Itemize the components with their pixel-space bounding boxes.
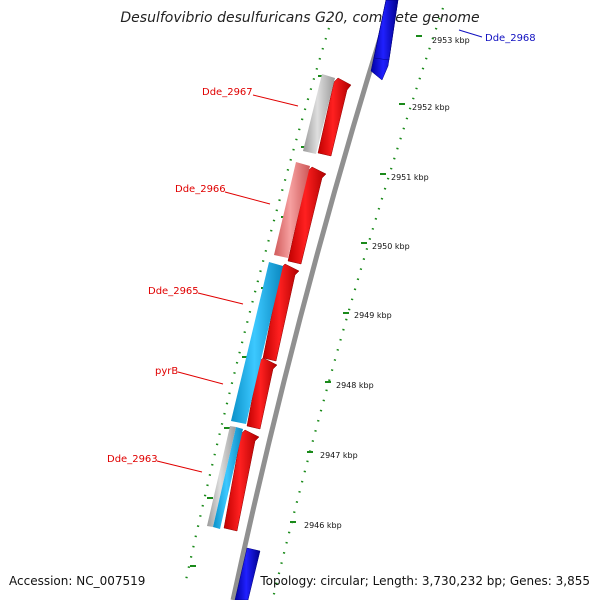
outer-track-ticks [290,35,422,523]
gene-next-reverse[interactable] [234,547,261,600]
kbp-label: 2947 kbp [320,451,358,460]
gene-label-leaders [156,29,483,473]
cog-bar-dde-2966 [274,162,310,258]
cog-category-bars [207,74,335,529]
kbp-label: 2950 kbp [372,242,410,251]
outer-dotted-track [271,7,445,599]
gene-label-dde-2968[interactable]: Dde_2968 [485,33,536,44]
gene-dde-2968-reverse[interactable] [370,0,399,81]
kbp-label: 2948 kbp [336,381,374,390]
cog-bar-dde-2965 [231,262,283,424]
kbp-label: 2953 kbp [432,36,470,45]
gene-label-dde-2963[interactable]: Dde_2963 [107,454,158,465]
cog-bar-dde-2963-cyan [213,427,243,529]
kbp-label: 2946 kbp [304,521,342,530]
reverse-strand-genes [234,0,399,600]
kbp-label: 2952 kbp [412,103,450,112]
genome-summary-text: Topology: circular; Length: 3,730,232 bp… [260,574,590,588]
accession-text: Accession: NC_007519 [9,574,146,588]
genome-backbone [230,0,395,600]
cog-bar-dde-2963-grey [207,426,236,527]
gene-label-dde-2966[interactable]: Dde_2966 [175,184,226,195]
gene-labels: Dde_2968 Dde_2967 Dde_2966 Dde_2965 pyrB… [107,33,536,465]
kbp-label: 2951 kbp [391,173,429,182]
forward-strand-genes [223,77,352,532]
cog-bar-dde-2967 [303,74,335,154]
gene-label-dde-2967[interactable]: Dde_2967 [202,87,253,98]
kbp-label: 2949 kbp [354,311,392,320]
gene-label-pyrb[interactable]: pyrB [155,366,178,377]
kbp-tick-labels: 2953 kbp 2952 kbp 2951 kbp 2950 kbp 2949… [304,36,470,530]
gene-label-dde-2965[interactable]: Dde_2965 [148,286,199,297]
